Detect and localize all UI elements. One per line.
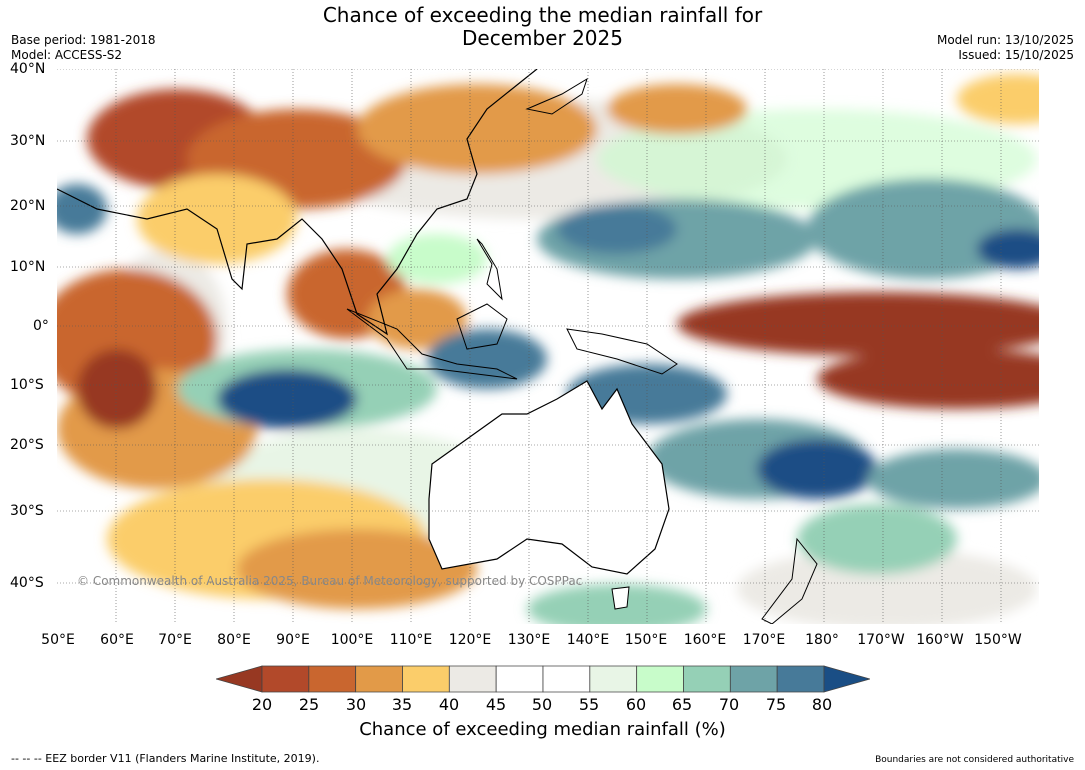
lat-label: 10°S	[10, 377, 44, 393]
colorbar-tick: 50	[531, 695, 553, 714]
lon-label: 70°E	[158, 632, 192, 648]
colorbar-segment	[683, 665, 731, 693]
new-guinea-coast	[566, 328, 678, 375]
colorbar-segment	[495, 665, 544, 693]
colorbar-tick: 45	[485, 695, 507, 714]
lon-label: 50°E	[41, 632, 75, 648]
base-period: Base period: 1981-2018	[11, 33, 156, 47]
colorbar	[216, 665, 870, 693]
lon-label: 80°E	[217, 632, 251, 648]
lon-label: 60°E	[100, 632, 134, 648]
title-line-2: December 2025	[462, 26, 623, 50]
colorbar-label: Chance of exceeding median rainfall (%)	[359, 719, 726, 740]
lon-label: 120°E	[448, 632, 492, 648]
lat-label: 20°N	[10, 198, 46, 214]
lon-label: 170°E	[742, 632, 786, 648]
colorbar-tick: 55	[578, 695, 600, 714]
meta-right: Model run: 13/10/2025 Issued: 15/10/2025	[937, 33, 1074, 63]
lat-label: 30°S	[10, 503, 44, 519]
lon-label: 140°E	[566, 632, 610, 648]
lat-label: 40°S	[10, 575, 44, 591]
colorbar-tick: 70	[718, 695, 740, 714]
colorbar-segment	[636, 665, 684, 693]
lon-label: 150°W	[974, 632, 1022, 648]
japan-coast	[525, 77, 588, 115]
lon-label: 110°E	[389, 632, 433, 648]
lon-label: 160°E	[683, 632, 727, 648]
model-run: Model run: 13/10/2025	[936, 33, 1074, 47]
boundaries-disclaimer: Boundaries are not considered authoritat…	[875, 755, 1074, 765]
colorbar-segment	[776, 665, 825, 693]
map-title: Chance of exceeding the median rainfall …	[0, 4, 1085, 50]
borneo-coast	[456, 303, 508, 350]
colorbar-segment	[402, 665, 450, 693]
colorbar-segment	[589, 665, 638, 693]
issued-date: Issued: 15/10/2025	[958, 48, 1074, 62]
colorbar-segment	[216, 665, 263, 693]
new-zealand	[761, 537, 818, 624]
meta-left: Base period: 1981-2018 Model: ACCESS-S2	[11, 33, 156, 63]
lat-label: 20°S	[10, 437, 44, 453]
colorbar-segment	[261, 665, 310, 693]
lat-label: 10°N	[10, 259, 46, 275]
colorbar-tick: 25	[298, 695, 320, 714]
title-line-1: Chance of exceeding the median rainfall …	[322, 3, 763, 27]
tasmania	[611, 586, 630, 610]
philippines-coast	[476, 238, 503, 301]
copyright-notice: © Commonwealth of Australia 2025, Bureau…	[77, 574, 583, 588]
lon-label: 150°E	[624, 632, 668, 648]
lat-label: 0°	[33, 318, 49, 334]
colorbar-tick: 80	[811, 695, 833, 714]
colorbar-tick: 65	[671, 695, 693, 714]
lon-label: 100°E	[330, 632, 374, 648]
colorbar-tick: 20	[251, 695, 273, 714]
colorbar-segment	[355, 665, 403, 693]
colorbar-tick: 75	[765, 695, 787, 714]
lon-label: 180°	[805, 632, 839, 648]
colorbar-segment	[308, 665, 357, 693]
australia-landmass	[428, 380, 670, 575]
colorbar-segment	[823, 665, 870, 693]
colorbar-segment	[729, 665, 778, 693]
asia-coastline	[57, 69, 538, 336]
model-name: Model: ACCESS-S2	[11, 48, 123, 62]
sumatra-java-coast	[346, 308, 518, 380]
eez-border-note: -- -- -- EEZ border V11 (Flanders Marine…	[11, 752, 320, 765]
colorbar-tick: 60	[625, 695, 647, 714]
lat-label: 40°N	[10, 61, 46, 77]
lon-label: 130°E	[507, 632, 551, 648]
lat-label: 30°N	[10, 133, 46, 149]
colorbar-tick: 30	[345, 695, 367, 714]
colorbar-tick: 35	[391, 695, 413, 714]
lon-label: 170°W	[857, 632, 905, 648]
colorbar-segment	[448, 665, 497, 693]
colorbar-tick: 40	[438, 695, 460, 714]
rainfall-map	[57, 69, 1039, 624]
colorbar-segment	[542, 665, 591, 693]
lon-label: 90°E	[276, 632, 310, 648]
graticule	[57, 69, 1039, 624]
lon-label: 160°W	[916, 632, 964, 648]
probability-field	[57, 74, 1039, 624]
